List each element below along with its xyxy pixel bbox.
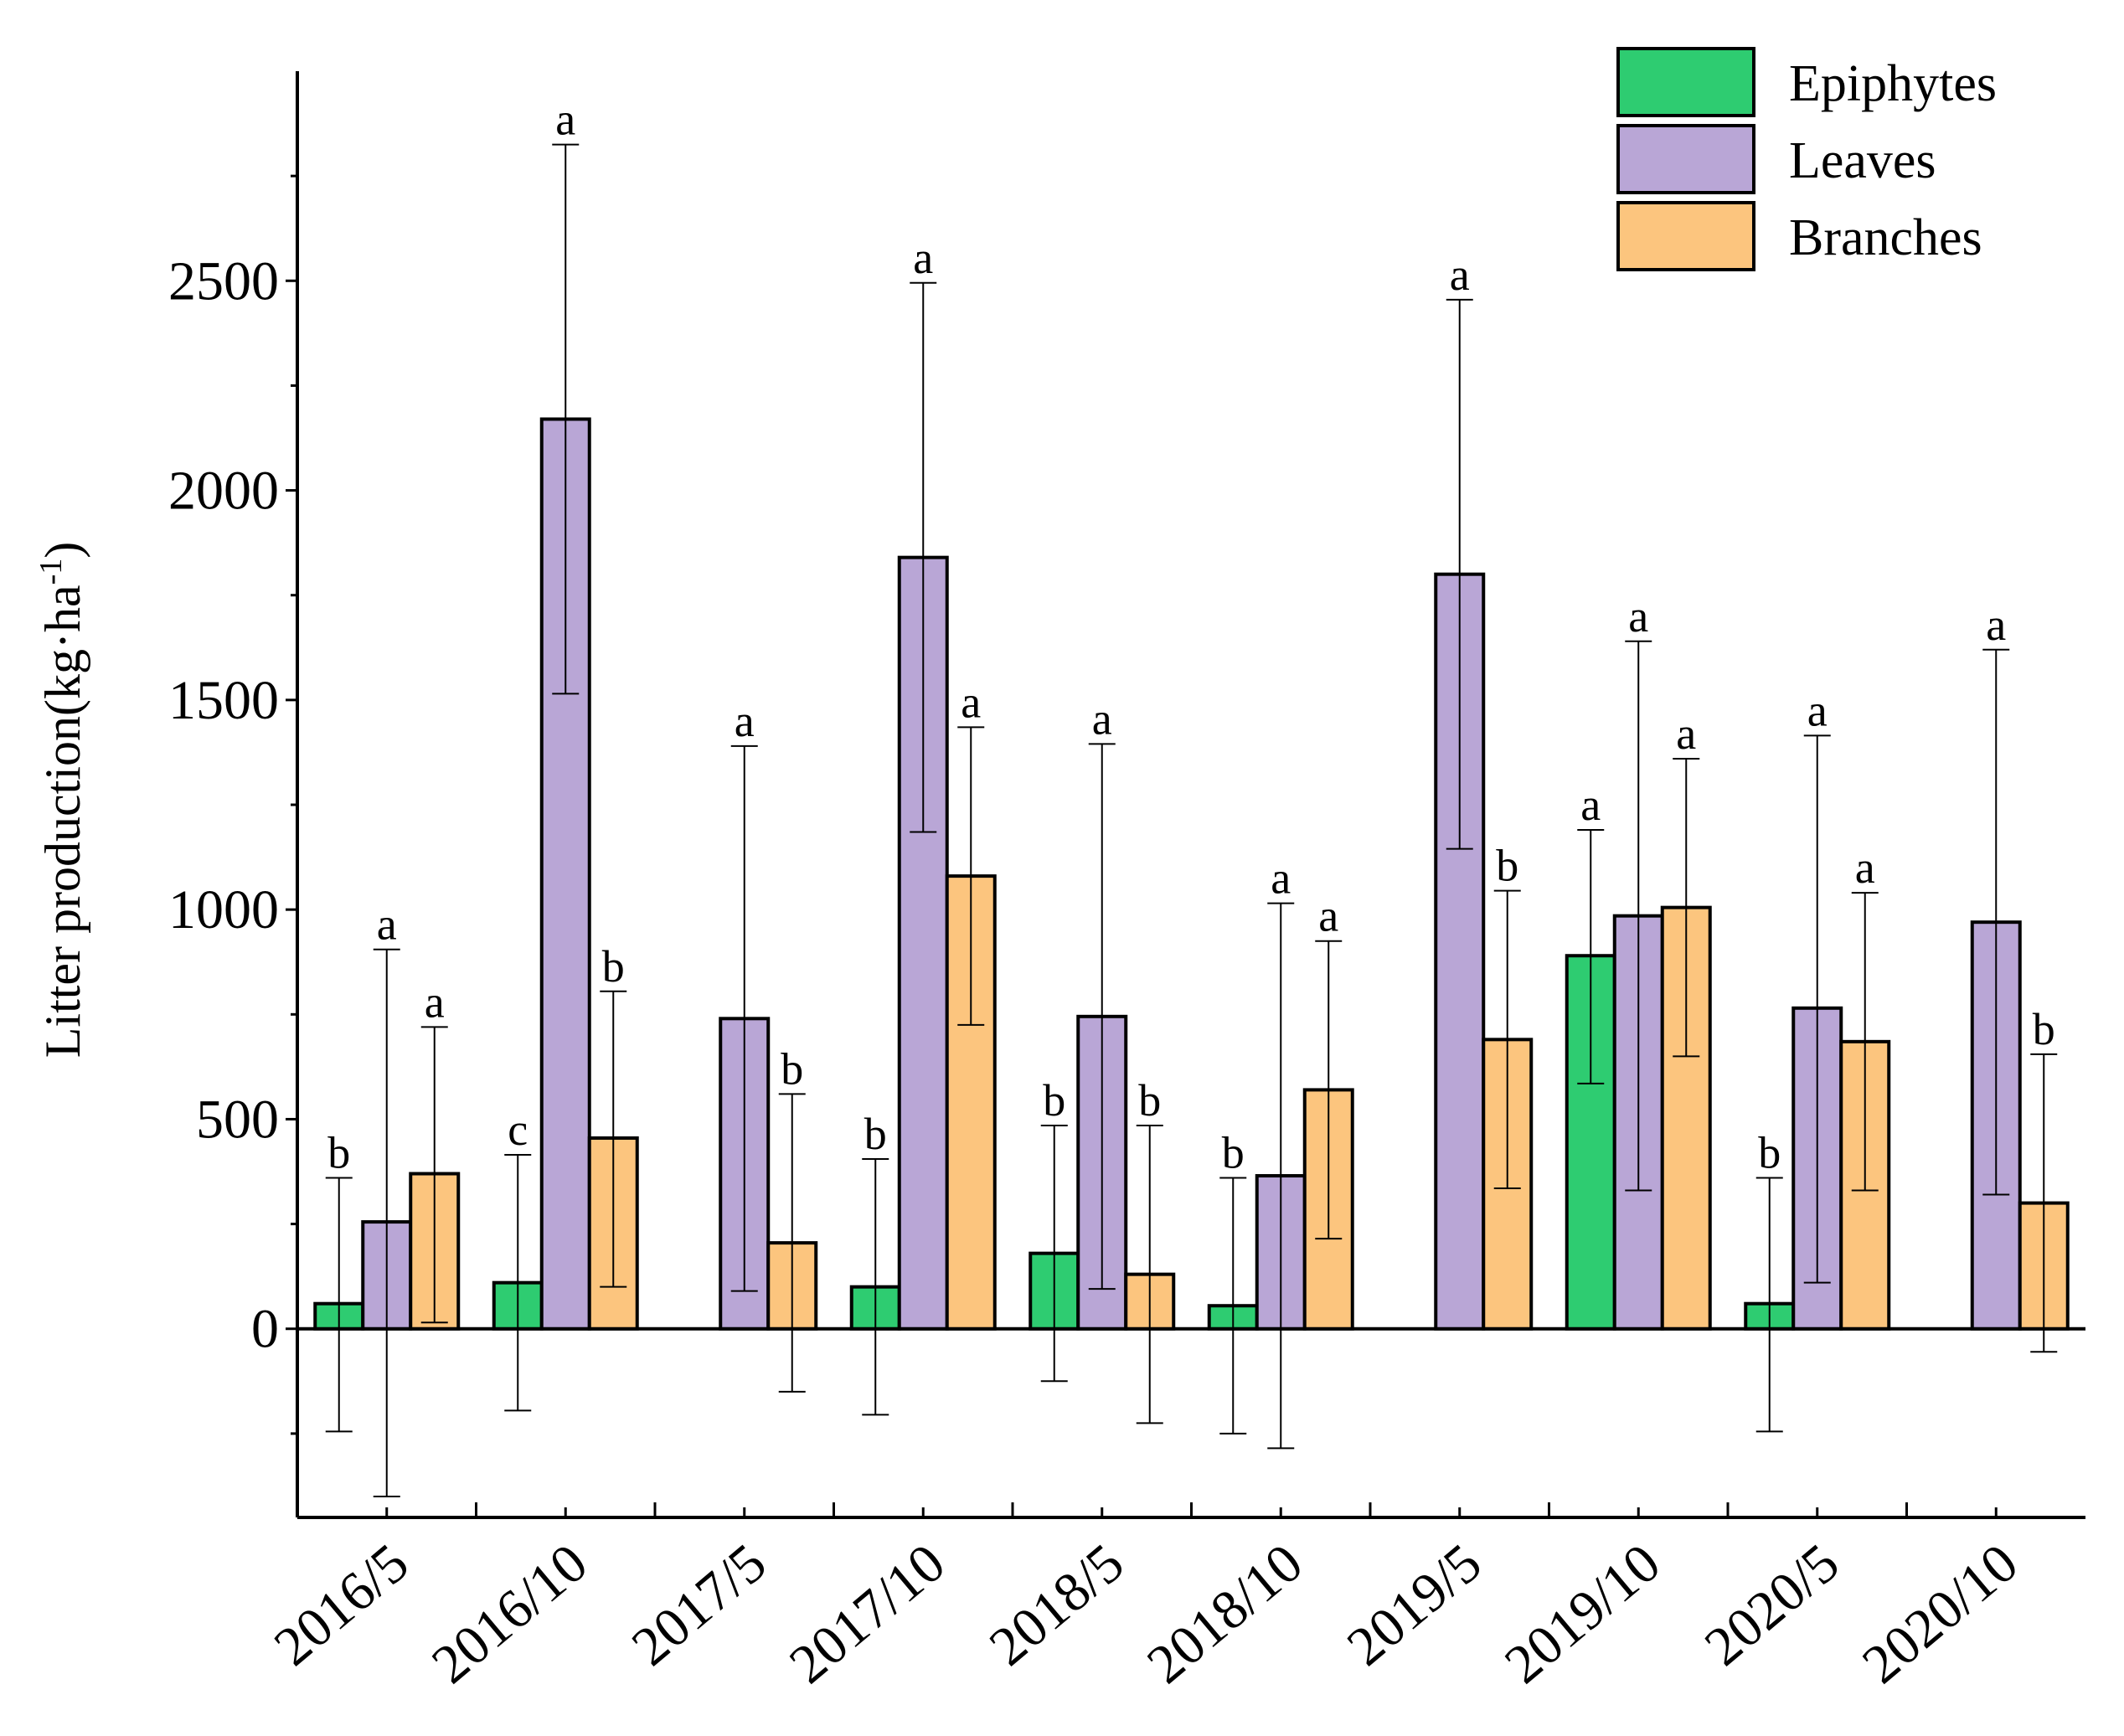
significance-letter: b	[781, 1043, 803, 1094]
x-tick-label: 2020/5	[1694, 1533, 1850, 1678]
y-axis-label-text: Litter production(kg·ha	[35, 585, 90, 1058]
error-bars	[325, 143, 2058, 1497]
significance-letter: a	[1855, 842, 1875, 893]
x-tick-label: 2018/10	[1136, 1533, 1314, 1696]
significance-letter: b	[1043, 1075, 1065, 1126]
x-tick-label: 2018/5	[978, 1533, 1135, 1678]
y-axis-label-close: )	[35, 542, 90, 559]
significance-letter: a	[1628, 591, 1648, 641]
legend-swatch-epiphytes	[1616, 47, 1755, 117]
y-tick-label-1000: 1000	[168, 879, 279, 940]
significance-letter: a	[1271, 853, 1291, 904]
significance-letter: b	[602, 941, 625, 992]
legend-label-leaves: Leaves	[1789, 132, 1936, 189]
y-tick-label-1500: 1500	[168, 670, 279, 731]
x-tick-label: 2019/10	[1493, 1533, 1672, 1696]
significance-letter: c	[508, 1105, 528, 1155]
significance-letter: b	[1496, 841, 1518, 891]
significance-letter: a	[913, 233, 933, 283]
legend-swatch-leaves	[1616, 124, 1755, 194]
significance-letter: b	[864, 1109, 887, 1159]
significance-letter: a	[377, 899, 397, 950]
bars	[313, 417, 2070, 1331]
significance-letter: b	[1222, 1128, 1245, 1178]
x-tick-label: 2017/10	[778, 1533, 956, 1696]
significance-letter: a	[961, 677, 981, 727]
significance-letter: a	[1676, 708, 1696, 759]
y-axis-label-superscript: -1	[34, 559, 69, 585]
y-axis: 0 500 1000 1500 2000 2500	[168, 71, 299, 1517]
y-tick-label-2500: 2500	[168, 250, 279, 312]
x-tick-label: 2016/10	[420, 1533, 599, 1696]
significance-letter: a	[1580, 780, 1601, 830]
significance-letter: a	[1092, 693, 1112, 744]
significance-letter: b	[1758, 1128, 1781, 1178]
significance-letter: b	[1138, 1075, 1161, 1126]
significance-letter: a	[555, 95, 575, 145]
x-tick-label: 2020/10	[1851, 1533, 2029, 1696]
x-axis: 2016/5 2016/10 2017/5 2017/10 2018/5 2018/10 2…	[263, 1326, 2085, 1696]
x-tick-label: 2016/5	[263, 1533, 420, 1678]
significance-letter: a	[1318, 891, 1338, 941]
legend-swatch-branches	[1616, 201, 1755, 271]
significance-letter: a	[1450, 250, 1470, 300]
bar-leaves	[1434, 572, 1486, 1331]
significance-letter: a	[425, 976, 445, 1027]
y-tick-label-2000: 2000	[168, 461, 279, 522]
significance-letter: a	[735, 696, 755, 746]
legend-label-epiphytes: Epiphytes	[1789, 55, 1997, 112]
y-tick-label-500: 500	[196, 1089, 279, 1150]
significance-letter: b	[327, 1128, 350, 1178]
y-tick-label-0: 0	[251, 1299, 279, 1360]
x-tick-label: 2019/5	[1336, 1533, 1492, 1678]
legend: Epiphytes Leaves Branches	[1616, 47, 1997, 271]
legend-label-branches: Branches	[1789, 209, 1982, 266]
x-tick-label: 2017/5	[621, 1533, 777, 1678]
y-axis-label: Litter production(kg·ha-1)	[34, 542, 90, 1058]
significance-letter: a	[1807, 685, 1828, 735]
significance-letter: a	[1986, 600, 2006, 650]
significance-letter: b	[2033, 1004, 2055, 1054]
